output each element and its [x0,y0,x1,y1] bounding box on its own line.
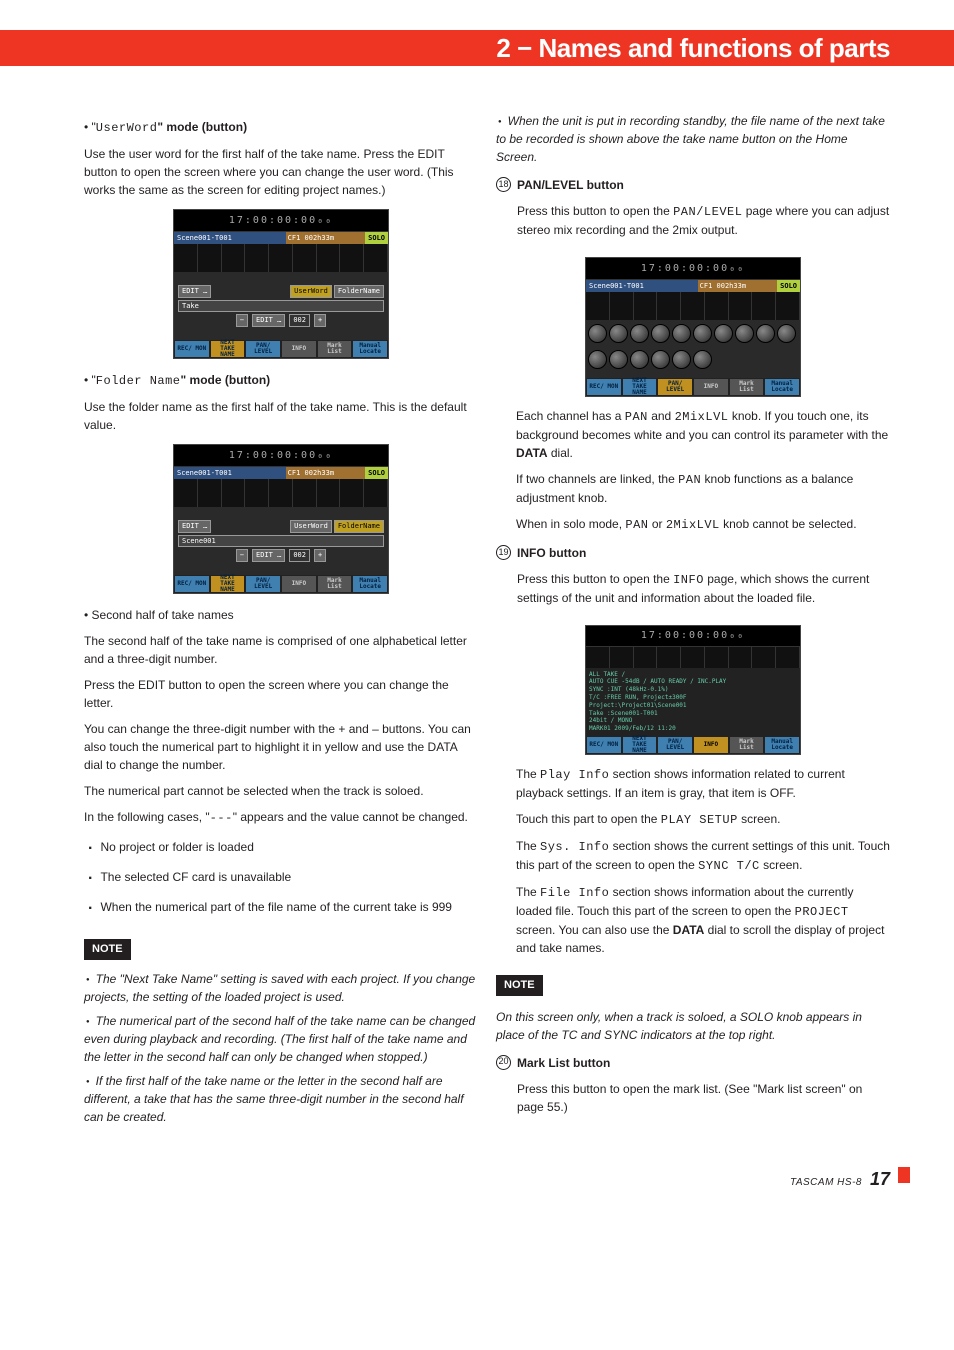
top-note-list: When the unit is put in recording standb… [496,112,890,166]
item-18-desc: Press this button to open the PAN/LEVEL … [517,202,890,239]
solo-desc: When in solo mode, PAN or 2MixLVL knob c… [516,515,890,534]
item-19-desc: Press this button to open the INFO page,… [517,570,890,607]
note-solo-text: On this screen only, when a track is sol… [496,1008,890,1044]
item-20-desc: Press this button to open the mark list.… [517,1080,890,1116]
note-label: NOTE [496,975,543,996]
second-half-p2: Press the EDIT button to open the screen… [84,676,478,712]
second-half-p4: The numerical part cannot be selected wh… [84,782,478,800]
play-info-desc: The Play Info section shows information … [516,765,890,802]
circled-number-icon: 20 [496,1055,511,1070]
each-channel-desc: Each channel has a PAN and 2MixLVL knob.… [516,407,890,462]
note-item: The numerical part of the second half of… [84,1012,478,1066]
item-20: 20 Mark List button Press this button to… [496,1054,890,1124]
item-heading: Mark List button [517,1054,890,1072]
cases-list: No project or folder is loaded The selec… [84,835,478,919]
chapter-title: 2 − Names and functions of parts [496,29,890,68]
foldername-mode-heading: • "Folder Name" mode (button) [84,371,478,390]
note-list-left: The "Next Take Name" setting is saved wi… [84,970,478,1126]
left-column: • "UserWord" mode (button) Use the user … [84,106,478,1136]
circled-number-icon: 19 [496,545,511,560]
right-column: When the unit is put in recording standb… [496,106,890,1136]
case-item: When the numerical part of the file name… [84,895,478,919]
item-heading: PAN/LEVEL button [517,176,890,194]
page-footer: TASCAM HS-8 17 [0,1136,954,1217]
two-column-content: • "UserWord" mode (button) Use the user … [0,66,954,1136]
red-tab-icon [898,1167,910,1183]
screenshot-userword-mode: 17:00:00:00₀₀ Scene001-T001 CF1 002h33m … [173,209,389,359]
case-item: The selected CF card is unavailable [84,865,478,889]
sys-info-desc: The Sys. Info section shows the current … [516,837,890,875]
foldername-desc: Use the folder name as the first half of… [84,398,478,434]
circled-number-icon: 18 [496,177,511,192]
item-19: 19 INFO button Press this button to open… [496,544,890,615]
note-item: When the unit is put in recording standb… [496,112,890,166]
linked-desc: If two channels are linked, the PAN knob… [516,470,890,507]
userword-desc: Use the user word for the first half of … [84,145,478,199]
second-half-p3: You can change the three-digit number wi… [84,720,478,774]
second-half-p1: The second half of the take name is comp… [84,632,478,668]
product-name: TASCAM HS-8 [790,1175,862,1190]
following-cases-intro: In the following cases, "---" appears an… [84,808,478,827]
item-heading: INFO button [517,544,890,562]
note-item: If the first half of the take name or th… [84,1072,478,1126]
case-item: No project or folder is loaded [84,835,478,859]
page-number: 17 [870,1166,890,1193]
second-half-heading: • Second half of take names [84,606,478,624]
note-item: The "Next Take Name" setting is saved wi… [84,970,478,1006]
screenshot-info: 17:00:00:00₀₀ ALL TAKE / AUTO CUE -54dB … [585,625,801,755]
screenshot-foldername-mode: 17:00:00:00₀₀ Scene001-T001 CF1 002h33m … [173,444,389,594]
userword-mode-heading: • "UserWord" mode (button) [84,118,478,137]
screenshot-pan-level: 17:00:00:00₀₀ Scene001-T001 CF1 002h33m … [585,257,801,397]
play-touch-desc: Touch this part to open the PLAY SETUP s… [516,810,890,829]
item-18: 18 PAN/LEVEL button Press this button to… [496,176,890,247]
file-info-desc: The File Info section shows information … [516,883,890,957]
chapter-header-band: 2 − Names and functions of parts [0,30,954,66]
note-label: NOTE [84,939,131,960]
